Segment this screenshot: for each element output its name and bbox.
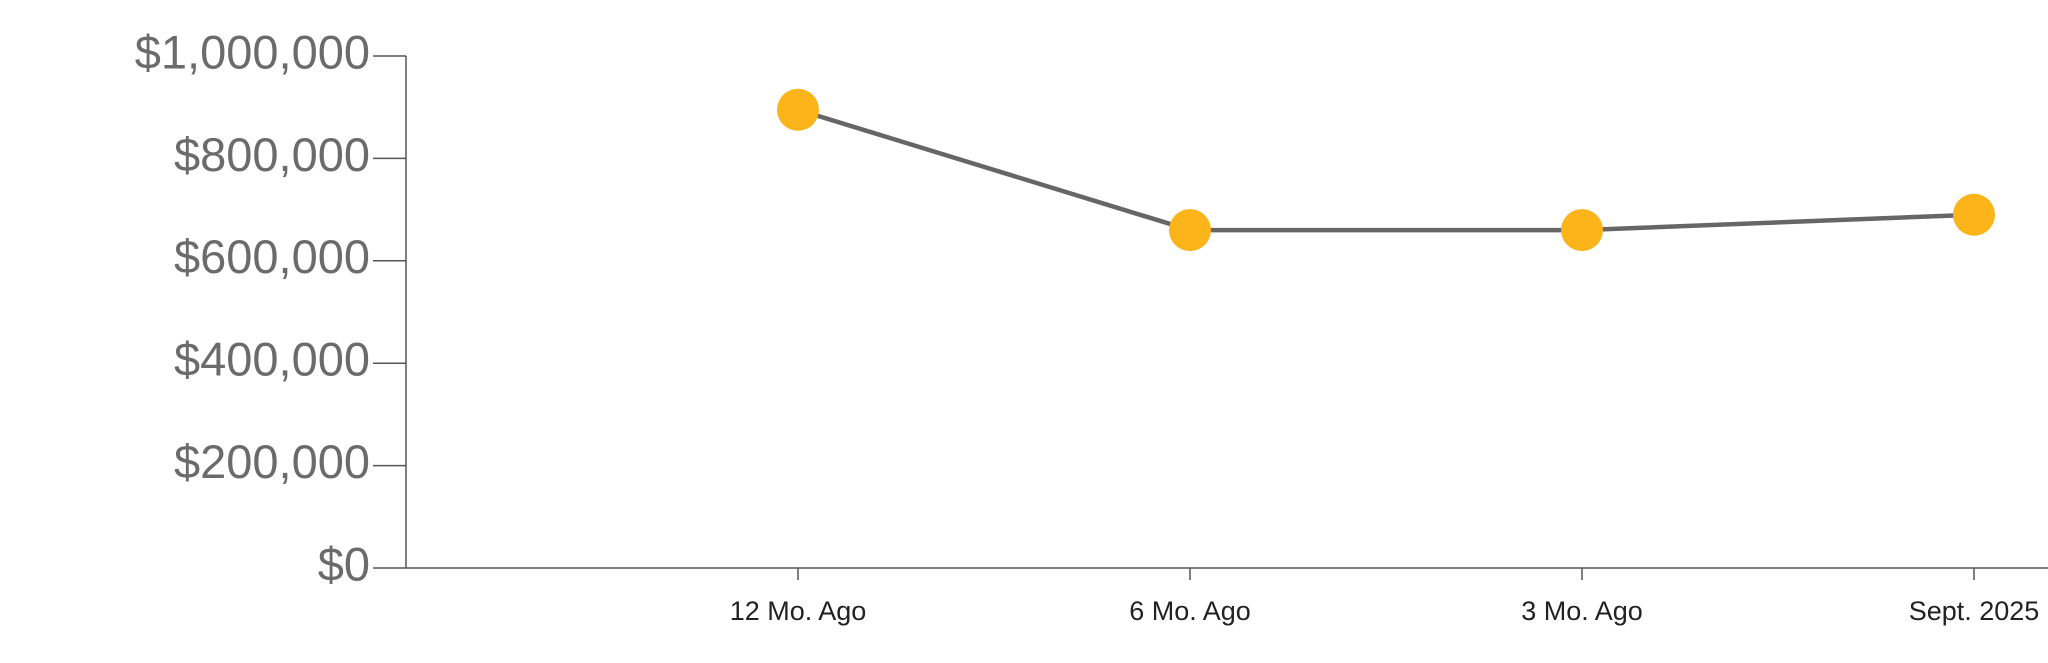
series-line [797, 107, 1975, 233]
y-tick-label: $200,000 [174, 435, 370, 488]
x-tick-label: 3 Mo. Ago [1521, 596, 1643, 626]
y-tick-label: $600,000 [174, 230, 370, 283]
x-tick-label: Sept. 2025 [1909, 596, 2040, 626]
data-point [1169, 209, 1211, 252]
y-tick-label: $0 [318, 537, 370, 590]
y-tick-label: $800,000 [174, 128, 370, 181]
data-point [1561, 209, 1603, 252]
x-tick-label: 6 Mo. Ago [1129, 596, 1251, 626]
data-point [777, 88, 819, 131]
data-point [1953, 193, 1995, 236]
y-tick-label: $400,000 [174, 333, 370, 386]
x-tick-label: 12 Mo. Ago [730, 596, 867, 626]
y-tick-label: $1,000,000 [135, 25, 370, 78]
